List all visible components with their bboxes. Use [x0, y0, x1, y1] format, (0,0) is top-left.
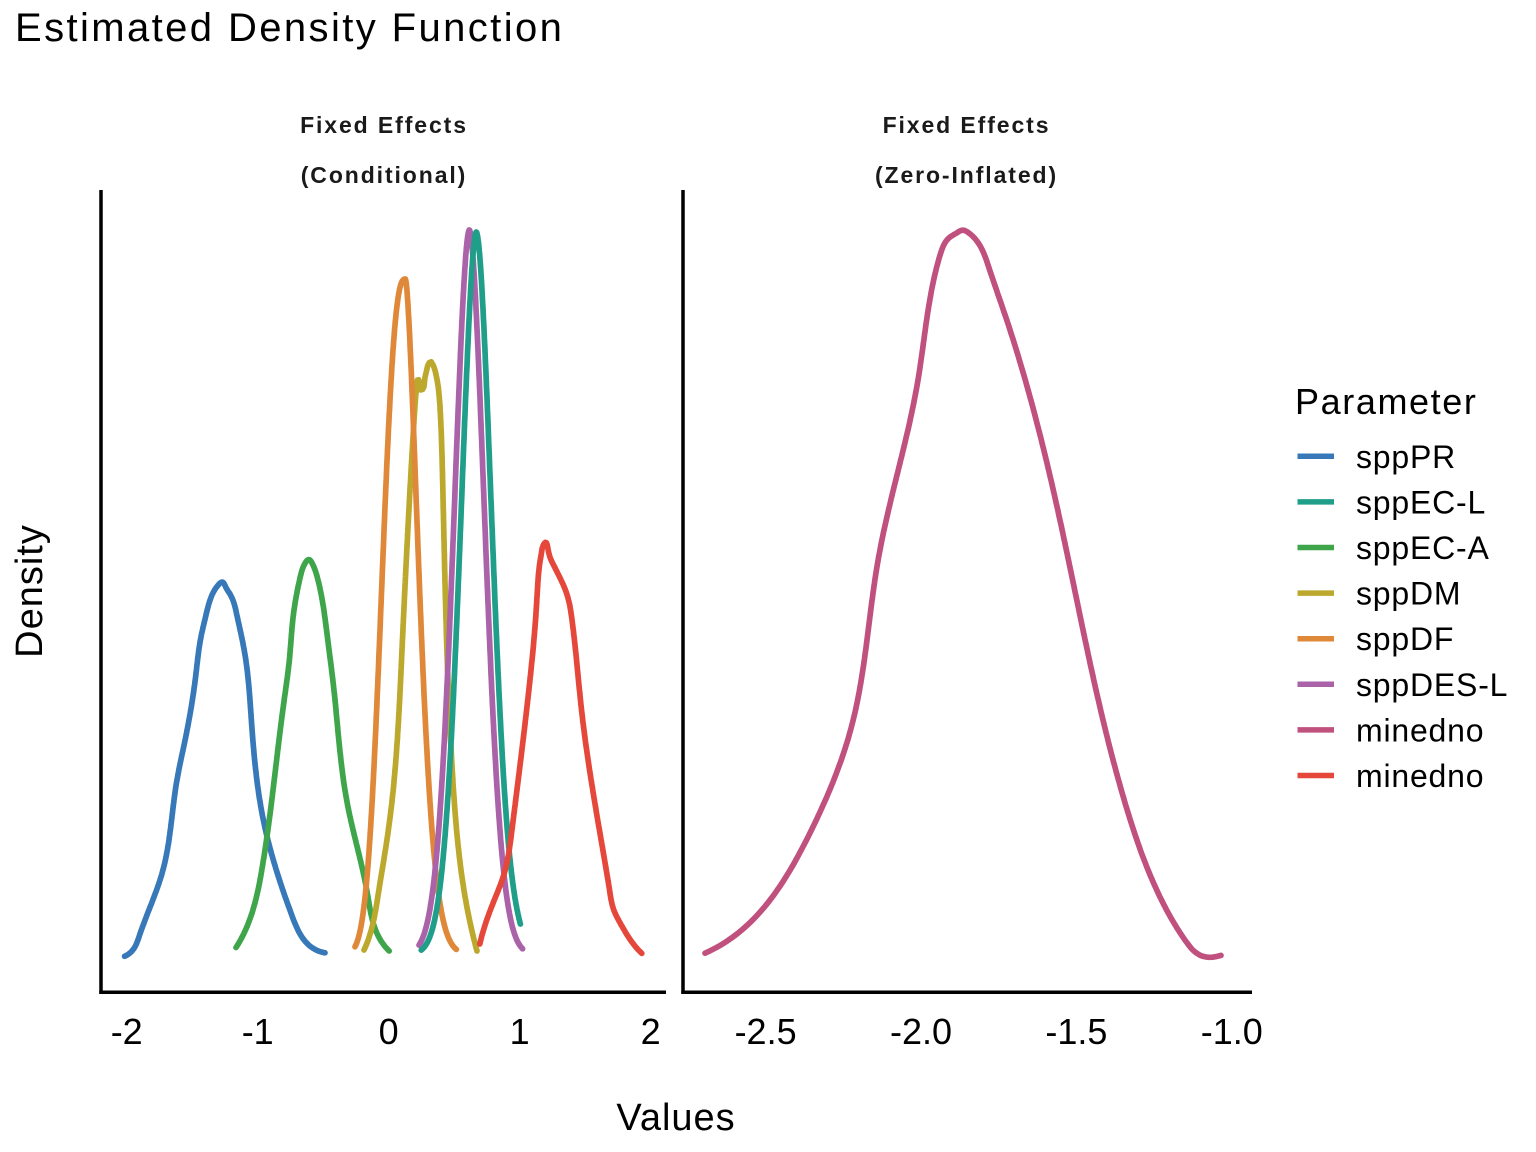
svg-text:0: 0	[379, 1011, 399, 1052]
svg-text:minedno: minedno	[1356, 758, 1484, 794]
svg-text:-1.5: -1.5	[1045, 1011, 1107, 1052]
svg-text:Fixed Effects: Fixed Effects	[883, 112, 1051, 138]
svg-text:sppDM: sppDM	[1356, 576, 1461, 612]
svg-text:2: 2	[641, 1011, 661, 1052]
svg-text:sppPR: sppPR	[1356, 439, 1456, 475]
svg-text:Estimated Density Function: Estimated Density Function	[15, 6, 564, 50]
svg-text:Parameter: Parameter	[1295, 381, 1477, 422]
svg-text:sppEC-A: sppEC-A	[1356, 530, 1490, 566]
svg-text:Values: Values	[616, 1097, 735, 1139]
svg-text:-2.0: -2.0	[890, 1011, 952, 1052]
svg-text:minedno: minedno	[1356, 712, 1484, 748]
svg-text:sppEC-L: sppEC-L	[1356, 484, 1486, 520]
svg-text:-2.5: -2.5	[735, 1011, 797, 1052]
svg-text:(Zero-Inflated): (Zero-Inflated)	[875, 162, 1058, 188]
svg-text:sppDF: sppDF	[1356, 621, 1454, 657]
svg-text:Fixed Effects: Fixed Effects	[300, 112, 468, 138]
svg-text:-1: -1	[242, 1011, 274, 1052]
svg-text:(Conditional): (Conditional)	[301, 162, 468, 188]
svg-text:-2: -2	[111, 1011, 143, 1052]
svg-text:sppDES-L: sppDES-L	[1356, 667, 1508, 703]
svg-text:1: 1	[510, 1011, 530, 1052]
svg-text:-1.0: -1.0	[1201, 1011, 1263, 1052]
svg-text:Density: Density	[9, 524, 51, 658]
